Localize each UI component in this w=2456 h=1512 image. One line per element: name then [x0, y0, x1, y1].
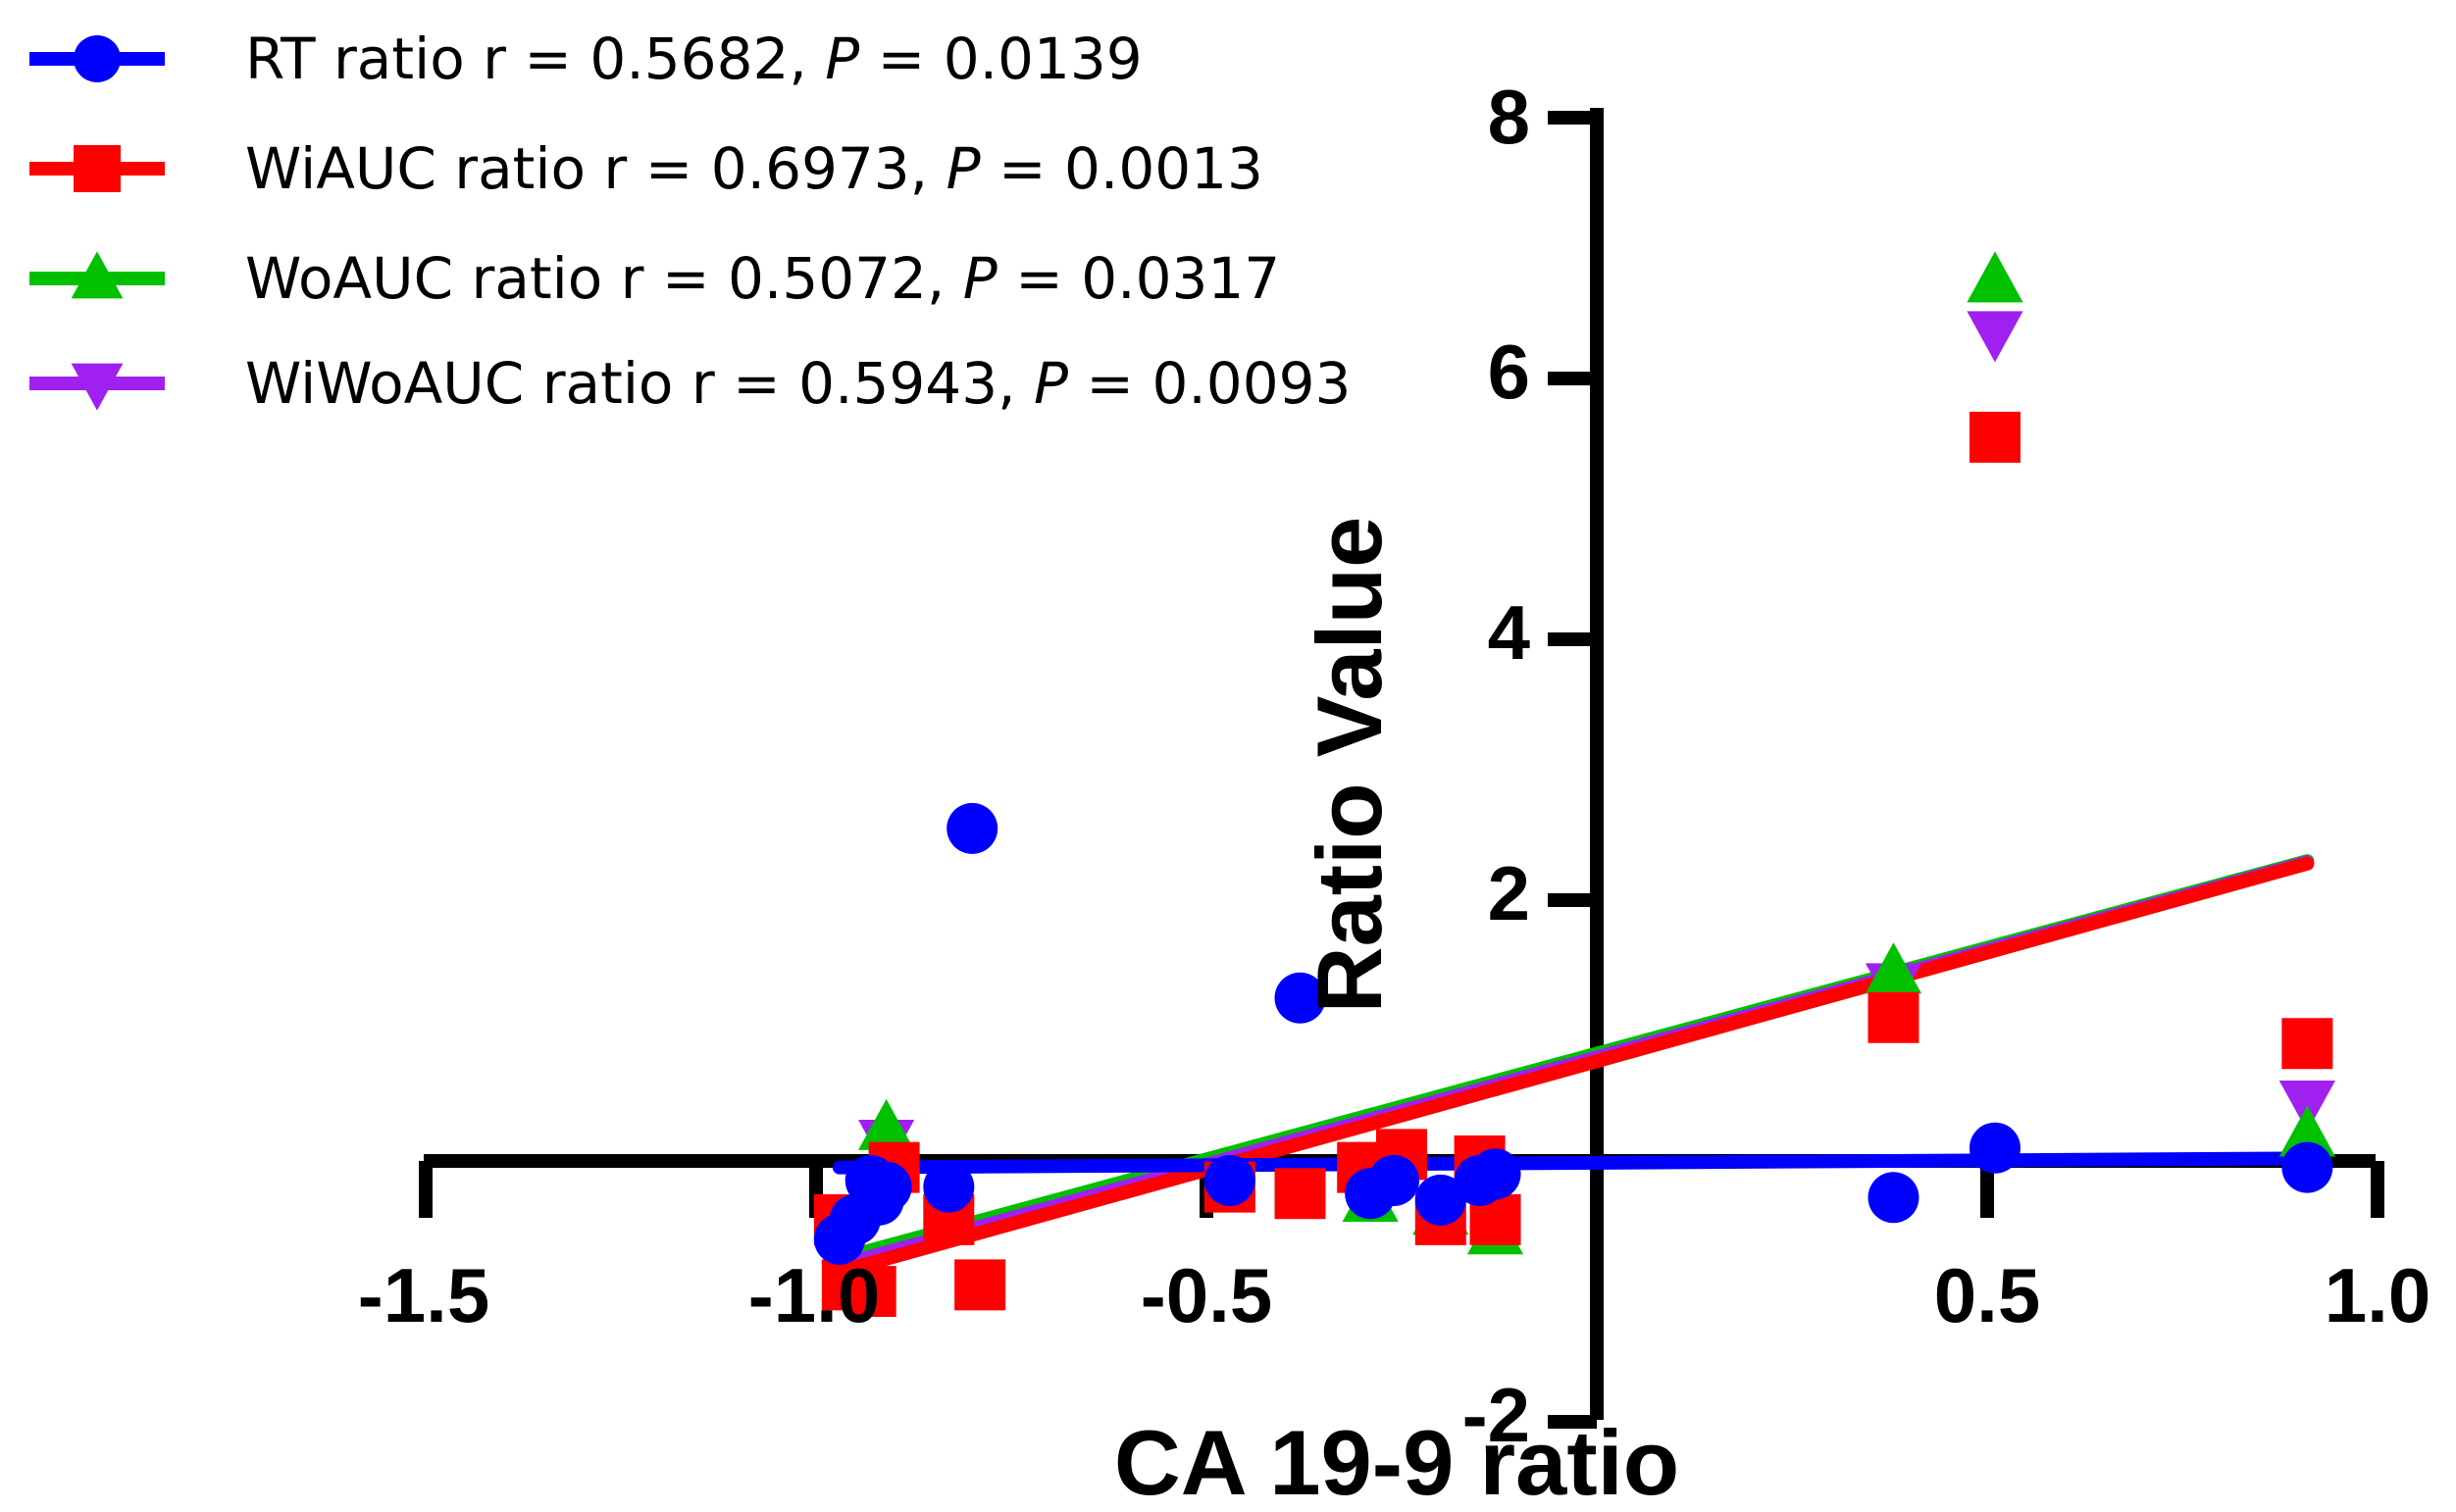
x-tick-label: 1.0	[2325, 1252, 2430, 1338]
point-rt	[1469, 1148, 1521, 1200]
point-wiauc	[2281, 1018, 2333, 1070]
legend-label-woauc-value: = 0.0317	[998, 245, 1280, 312]
point-wiwoauc	[1967, 311, 2023, 363]
legend-label-rt-value: = 0.0139	[859, 25, 1142, 92]
y-tick-label: 8	[1488, 74, 1530, 160]
y-tick-labels: -2 2 4 6 8	[1462, 74, 1530, 1458]
point-rt	[1203, 1154, 1255, 1206]
y-tick-label: 6	[1488, 328, 1530, 415]
fit-line-wiauc	[832, 856, 2315, 1280]
y-tick-label: 2	[1488, 850, 1530, 936]
legend-marker-rt	[74, 35, 121, 82]
x-tick-label: 0.5	[1934, 1252, 2040, 1338]
legend-entry-rt: RT ratio r = 0.5682, P = 0.0139	[29, 25, 1143, 92]
y-tick-label: -2	[1462, 1372, 1530, 1458]
fit-line-rt	[832, 1151, 2315, 1175]
legend-entry-woauc: WoAUC ratio r = 0.5072, P = 0.0317	[29, 245, 1280, 312]
point-woauc	[1865, 942, 1922, 994]
point-rt	[2281, 1141, 2333, 1193]
legend-label-woauc-p: P	[963, 245, 998, 312]
point-woauc	[858, 1098, 915, 1150]
point-wiauc	[1469, 1193, 1521, 1245]
point-rt	[813, 1213, 865, 1265]
x-tick-label: -0.5	[1141, 1252, 1272, 1338]
legend-label-wiwoauc-value: = 0.0093	[1068, 350, 1351, 417]
point-rt	[1969, 1122, 2021, 1174]
y-axis-title: Ratio Value	[1298, 517, 1401, 1014]
legend-label-rt: RT ratio r = 0.5682, P = 0.0139	[245, 25, 1143, 92]
point-rt	[1368, 1154, 1420, 1206]
point-rt	[1414, 1174, 1466, 1226]
x-axis-title: CA 19-9 ratio	[1114, 1411, 1679, 1512]
legend-label-wiwoauc: WiWoAUC ratio r = 0.5943, P = 0.0093	[245, 350, 1351, 417]
point-rt	[947, 802, 998, 854]
legend-label-wiauc-p: P	[947, 135, 981, 202]
legend-label-wiwoauc-p: P	[1034, 350, 1068, 417]
legend-label-wiauc-value: = 0.0013	[981, 135, 1263, 202]
legend-label-wiwoauc-prefix: WiWoAUC ratio r = 0.5943,	[245, 350, 1034, 417]
legend-label-woauc: WoAUC ratio r = 0.5072, P = 0.0317	[245, 245, 1280, 312]
legend-entry-wiwoauc: WiWoAUC ratio r = 0.5943, P = 0.0093	[29, 350, 1351, 417]
legend-label-rt-p: P	[825, 25, 859, 92]
legend-label-rt-prefix: RT ratio r = 0.5682,	[245, 25, 825, 92]
point-rt	[1868, 1172, 1919, 1224]
point-woauc	[2278, 1105, 2335, 1157]
legend: RT ratio r = 0.5682, P = 0.0139 WiAUC ra…	[29, 25, 1351, 417]
legend-label-wiauc: WiAUC ratio r = 0.6973, P = 0.0013	[245, 135, 1263, 202]
legend-label-woauc-prefix: WoAUC ratio r = 0.5072,	[245, 245, 963, 312]
y-tick-label: 4	[1488, 589, 1530, 676]
point-wiauc	[954, 1259, 1006, 1311]
point-woauc	[1967, 251, 2023, 303]
point-rt	[923, 1161, 975, 1213]
data-points	[813, 251, 2335, 1317]
legend-entry-wiauc: WiAUC ratio r = 0.6973, P = 0.0013	[29, 135, 1263, 202]
y-ticks	[1548, 111, 1597, 1429]
fit-lines	[832, 854, 2315, 1280]
legend-marker-wiauc	[74, 145, 121, 192]
legend-label-wiauc-prefix: WiAUC ratio r = 0.6973,	[245, 135, 947, 202]
legend-marker-woauc	[71, 251, 124, 299]
x-tick-labels: -1.5 -1.0 -0.5 0.5 1.0	[358, 1252, 2430, 1338]
point-rt	[860, 1161, 912, 1213]
x-tick-label: -1.5	[358, 1252, 489, 1338]
point-wiauc	[1969, 411, 2021, 463]
legend-marker-wiwoauc	[71, 363, 124, 411]
point-wiauc	[1274, 1168, 1326, 1220]
point-wiauc	[1868, 991, 1919, 1043]
point-wiauc	[844, 1266, 896, 1317]
point-rt	[1274, 972, 1326, 1024]
x-tick-label: -1.0	[748, 1252, 880, 1338]
